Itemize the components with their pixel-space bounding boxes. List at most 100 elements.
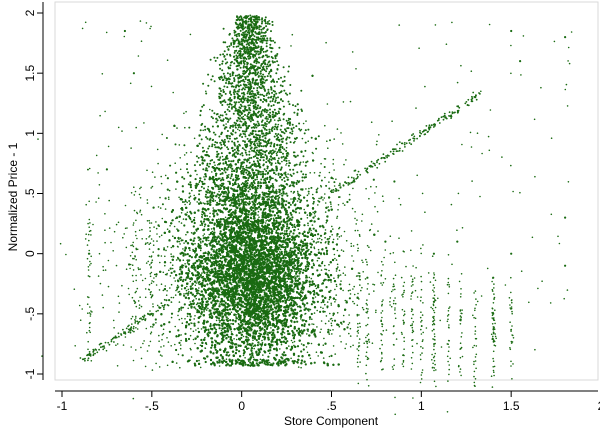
data-point (215, 264, 219, 267)
data-point (203, 308, 206, 311)
data-point (205, 321, 208, 324)
data-point (240, 340, 244, 343)
data-point (198, 298, 201, 301)
data-point (284, 213, 288, 216)
data-point (186, 231, 189, 234)
data-point (210, 221, 214, 224)
data-point (255, 362, 258, 365)
data-point (289, 211, 292, 215)
data-point (183, 303, 186, 306)
data-point (298, 272, 301, 275)
data-point (168, 299, 171, 302)
data-point (166, 177, 169, 180)
data-point (193, 362, 196, 365)
data-point (218, 327, 221, 330)
data-point (215, 323, 218, 326)
data-point (228, 272, 231, 275)
data-point (182, 254, 185, 257)
data-point (223, 300, 226, 303)
data-point (312, 227, 315, 230)
data-point (197, 321, 200, 324)
data-point (372, 178, 375, 181)
data-point (202, 252, 205, 255)
data-point (297, 355, 300, 358)
data-point (190, 256, 193, 259)
data-point (270, 217, 273, 220)
data-point (232, 322, 235, 326)
data-point (178, 273, 181, 276)
data-point (280, 220, 283, 223)
data-point (250, 208, 253, 211)
data-point (310, 246, 313, 249)
data-point (187, 337, 191, 341)
data-point (229, 319, 232, 322)
data-point (158, 350, 161, 353)
data-point (303, 324, 306, 328)
data-point (346, 326, 349, 329)
data-point (194, 169, 197, 172)
data-point (303, 224, 306, 227)
data-point (335, 267, 338, 270)
data-point (252, 210, 255, 213)
data-point (154, 318, 157, 321)
data-point (251, 322, 254, 325)
data-point (279, 294, 282, 297)
data-point (277, 214, 280, 217)
data-point (243, 274, 246, 277)
data-point (281, 194, 284, 197)
data-point (245, 208, 248, 211)
data-point (227, 335, 230, 338)
data-point (267, 355, 270, 358)
data-point (285, 159, 288, 162)
data-point (193, 221, 196, 225)
data-point (284, 308, 287, 312)
data-point (170, 271, 173, 274)
data-point (319, 234, 323, 237)
data-point (176, 240, 179, 243)
data-point (298, 281, 301, 284)
data-point (339, 283, 342, 286)
data-point (316, 269, 319, 272)
data-point (157, 254, 160, 257)
data-point (181, 264, 184, 267)
data-point (310, 312, 313, 316)
data-point (326, 238, 329, 241)
data-point (282, 246, 285, 249)
data-point (315, 191, 318, 194)
data-point (215, 220, 219, 223)
data-point (244, 363, 247, 366)
data-point (189, 285, 192, 288)
data-point (224, 301, 227, 304)
data-point (313, 361, 316, 364)
data-point (200, 220, 203, 223)
data-point (223, 334, 227, 337)
data-point (247, 358, 250, 361)
data-point (259, 343, 262, 346)
data-point (214, 348, 217, 351)
data-point (342, 320, 345, 323)
data-point (249, 234, 252, 238)
data-point (193, 266, 196, 269)
data-point (322, 279, 325, 282)
data-point (290, 301, 293, 304)
data-point (223, 284, 226, 287)
data-point (249, 207, 252, 210)
data-point (289, 217, 292, 220)
data-point (320, 262, 324, 265)
data-point (300, 217, 303, 220)
data-point (168, 330, 171, 333)
data-point (316, 300, 319, 303)
data-point (331, 241, 334, 244)
data-point (325, 286, 328, 289)
data-point (231, 149, 235, 152)
data-point (280, 336, 284, 339)
data-point (284, 203, 287, 206)
data-point (247, 213, 250, 216)
data-point (250, 298, 253, 301)
data-point (283, 206, 286, 209)
data-point (202, 220, 205, 223)
data-point (300, 188, 303, 191)
data-point (170, 210, 173, 213)
data-point (168, 321, 171, 324)
